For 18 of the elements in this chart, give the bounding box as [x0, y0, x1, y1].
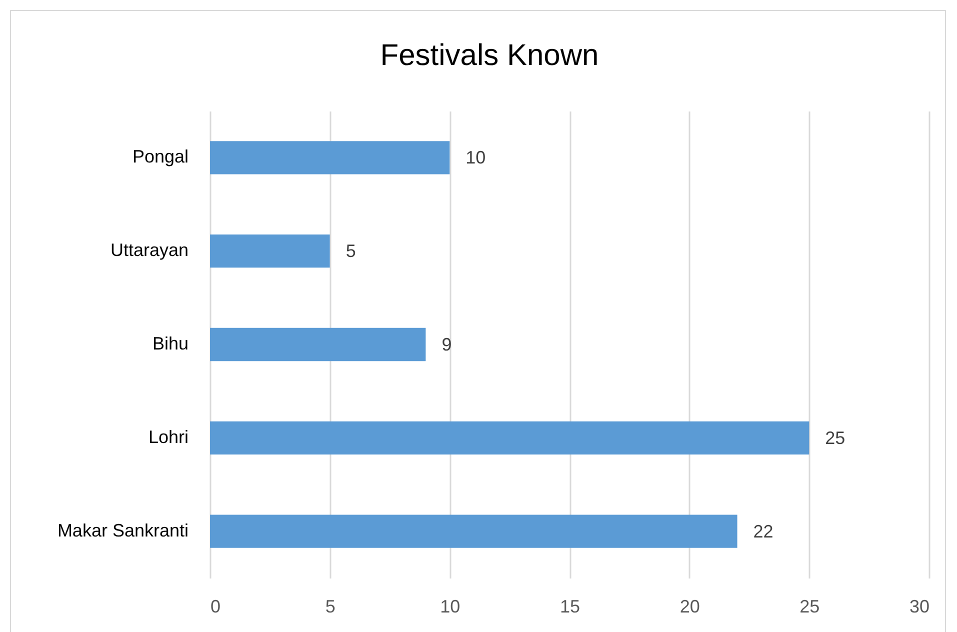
y-tick-label: Pongal [132, 146, 188, 167]
data-label: 10 [466, 148, 486, 168]
chart-title: Festivals Known [380, 39, 599, 72]
y-tick-label: Lohri [148, 426, 188, 447]
x-tick-label: 15 [560, 596, 580, 616]
x-tick-label: 10 [440, 596, 460, 616]
data-label: 5 [346, 241, 356, 262]
x-tick-label: 20 [680, 596, 700, 616]
x-tick-label: 30 [909, 596, 930, 616]
x-tick-label: 0 [210, 596, 221, 616]
data-label: 25 [825, 428, 846, 448]
x-tick-label: 5 [325, 596, 336, 616]
data-label: 22 [753, 521, 774, 542]
y-tick-label: Makar Sankranti [57, 520, 188, 540]
y-tick-label: Uttarayan [110, 240, 188, 260]
y-tick-label: Bihu [152, 334, 188, 354]
data-label: 9 [442, 334, 452, 354]
x-tick-label: 25 [800, 596, 820, 616]
